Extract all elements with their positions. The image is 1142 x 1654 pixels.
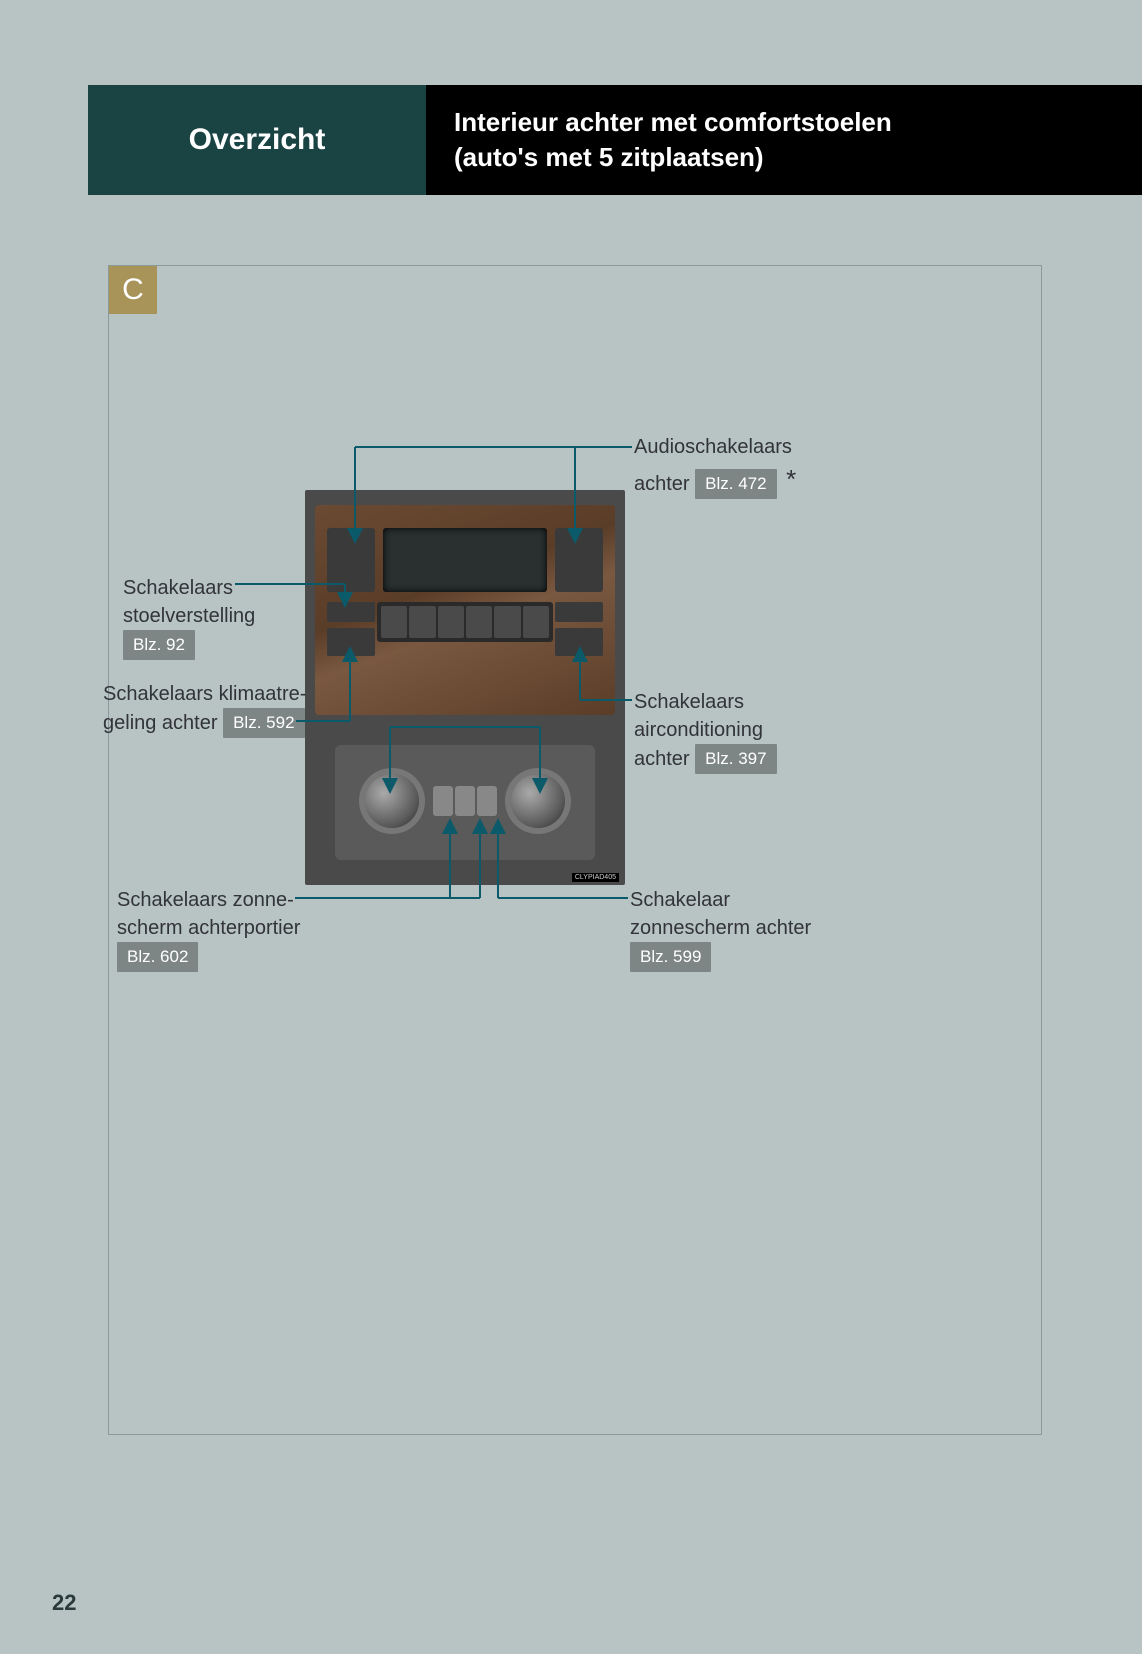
section-badge: C bbox=[109, 266, 157, 314]
page-ref-zonne-achter[interactable]: Blz. 599 bbox=[630, 942, 711, 972]
page-number: 22 bbox=[52, 1590, 76, 1616]
callout-audio: Audioschakelaars achter Blz. 472 * bbox=[634, 433, 796, 499]
callout-airco: Schakelaars airconditioning achter Blz. … bbox=[634, 688, 777, 774]
callout-zonne-achter-line2: zonnescherm achter bbox=[630, 917, 811, 939]
asterisk-icon: * bbox=[786, 464, 796, 494]
button-block-right bbox=[555, 528, 603, 592]
callout-airco-line2: airconditioning bbox=[634, 719, 763, 741]
section-tab: Overzicht bbox=[88, 85, 426, 195]
page-ref-airco[interactable]: Blz. 397 bbox=[695, 744, 776, 774]
image-watermark: CLYPIAD405 bbox=[572, 873, 619, 882]
page-ref-zonne-portier[interactable]: Blz. 602 bbox=[117, 942, 198, 972]
page-ref-stoel[interactable]: Blz. 92 bbox=[123, 630, 195, 660]
callout-stoel: Schakelaars stoelverstelling Blz. 92 bbox=[123, 574, 255, 660]
callout-stoel-line2: stoelverstelling bbox=[123, 605, 255, 627]
callout-airco-line1: Schakelaars bbox=[634, 691, 744, 713]
page-ref-klimaat[interactable]: Blz. 592 bbox=[223, 708, 304, 738]
button-block-left bbox=[327, 528, 375, 592]
callout-audio-line2: achter bbox=[634, 473, 690, 495]
title-line1: Interieur achter met comfortstoelen bbox=[454, 105, 1142, 140]
callout-airco-line3: achter bbox=[634, 748, 690, 770]
callout-zonne-portier-line2: scherm achterportier bbox=[117, 917, 300, 939]
button-row-middle bbox=[377, 602, 553, 642]
dial-left bbox=[365, 774, 419, 828]
callout-audio-line1: Audioschakelaars bbox=[634, 436, 792, 458]
callout-klimaat: Schakelaars klimaatre- geling achter Blz… bbox=[103, 680, 306, 738]
console-illustration: CLYPIAD405 bbox=[305, 490, 625, 885]
callout-zonne-achter-line1: Schakelaar bbox=[630, 889, 730, 911]
lcd-display bbox=[383, 528, 547, 592]
callout-zonne-achter: Schakelaar zonnescherm achter Blz. 599 bbox=[630, 886, 811, 972]
small-button-right-1 bbox=[555, 602, 603, 622]
dial-right bbox=[511, 774, 565, 828]
lower-buttons bbox=[433, 786, 497, 816]
callout-stoel-line1: Schakelaars bbox=[123, 577, 233, 599]
page: Overzicht Interieur achter met comfortst… bbox=[0, 0, 1142, 1654]
page-title: Interieur achter met comfortstoelen (aut… bbox=[426, 85, 1142, 195]
callout-zonne-portier: Schakelaars zonne- scherm achterportier … bbox=[117, 886, 300, 972]
small-button-right-2 bbox=[555, 628, 603, 656]
page-ref-audio[interactable]: Blz. 472 bbox=[695, 469, 776, 499]
small-button-left-1 bbox=[327, 602, 375, 622]
callout-zonne-portier-line1: Schakelaars zonne- bbox=[117, 889, 294, 911]
header-bar: Overzicht Interieur achter met comfortst… bbox=[0, 85, 1142, 195]
small-button-left-2 bbox=[327, 628, 375, 656]
title-line2: (auto's met 5 zitplaatsen) bbox=[454, 140, 1142, 175]
callout-klimaat-line2: geling achter bbox=[103, 712, 218, 734]
callout-klimaat-line1: Schakelaars klimaatre- bbox=[103, 683, 306, 705]
